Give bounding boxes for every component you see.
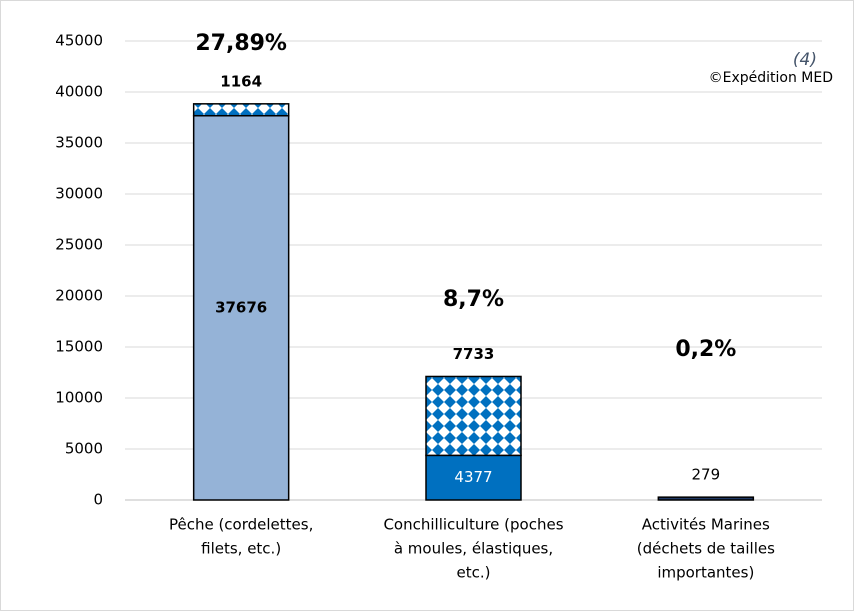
x-tick-label: etc.) [457, 564, 491, 582]
x-tick-label: Pêche (cordelettes, [169, 516, 313, 534]
percent-label: 0,2% [675, 337, 736, 362]
data-label: 4377 [454, 468, 492, 486]
bar-segment [657, 496, 755, 501]
x-tick-label: (déchets de tailles [637, 540, 775, 558]
note: (4) [793, 50, 817, 70]
percent-label: 8,7% [443, 287, 504, 312]
y-tick-label: 5000 [65, 440, 103, 458]
data-label: 279 [692, 466, 721, 484]
bar-segment [192, 103, 290, 117]
x-tick-label: filets, etc.) [201, 540, 281, 558]
y-tick-label: 25000 [55, 236, 103, 254]
x-tick-label: importantes) [657, 564, 754, 582]
x-tick-label: à moules, élastiques, [394, 540, 553, 558]
credit: ©Expédition MED [709, 70, 833, 86]
bar-segment [425, 375, 522, 457]
y-tick-label: 30000 [55, 185, 103, 203]
data-label: 7733 [453, 345, 495, 363]
y-tick-label: 20000 [55, 287, 103, 305]
y-tick-label: 15000 [55, 338, 103, 356]
bar-segment [192, 114, 290, 501]
y-tick-label: 35000 [55, 134, 103, 152]
y-tick-label: 0 [93, 491, 103, 509]
bar-segment [425, 454, 522, 501]
y-tick-label: 40000 [55, 83, 103, 101]
x-tick-label: Activités Marines [642, 516, 770, 534]
y-tick-label: 45000 [55, 32, 103, 50]
x-tick-label: Conchilliculture (poches [383, 516, 563, 534]
data-label: 1164 [220, 72, 262, 90]
data-label: 37676 [215, 298, 267, 316]
y-tick-label: 10000 [55, 389, 103, 407]
percent-label: 27,89% [195, 31, 287, 56]
